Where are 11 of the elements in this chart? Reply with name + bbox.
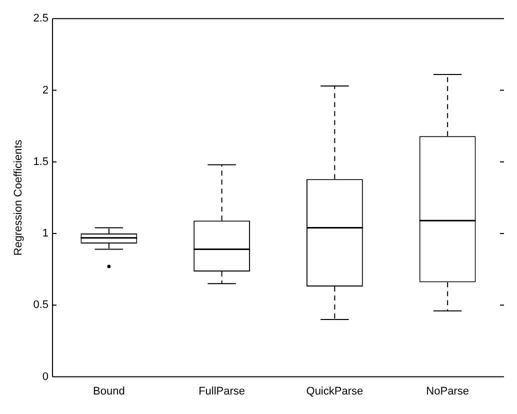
- x-tick-label: Bound: [93, 385, 125, 398]
- y-axis-title: Regression Coefficients: [12, 139, 25, 256]
- x-tick-label: NoParse: [426, 385, 469, 398]
- y-tick-label: 2: [42, 84, 48, 96]
- x-tick-label: FullParse: [198, 385, 246, 398]
- y-tick-label: 2.5: [33, 12, 48, 25]
- y-tick-label: 0.5: [33, 299, 48, 312]
- y-tick-label: 1: [42, 228, 48, 240]
- y-tick-label: 1.5: [33, 156, 48, 168]
- x-tick-label: QuickParse: [306, 385, 364, 398]
- y-tick-label: 0: [42, 370, 48, 383]
